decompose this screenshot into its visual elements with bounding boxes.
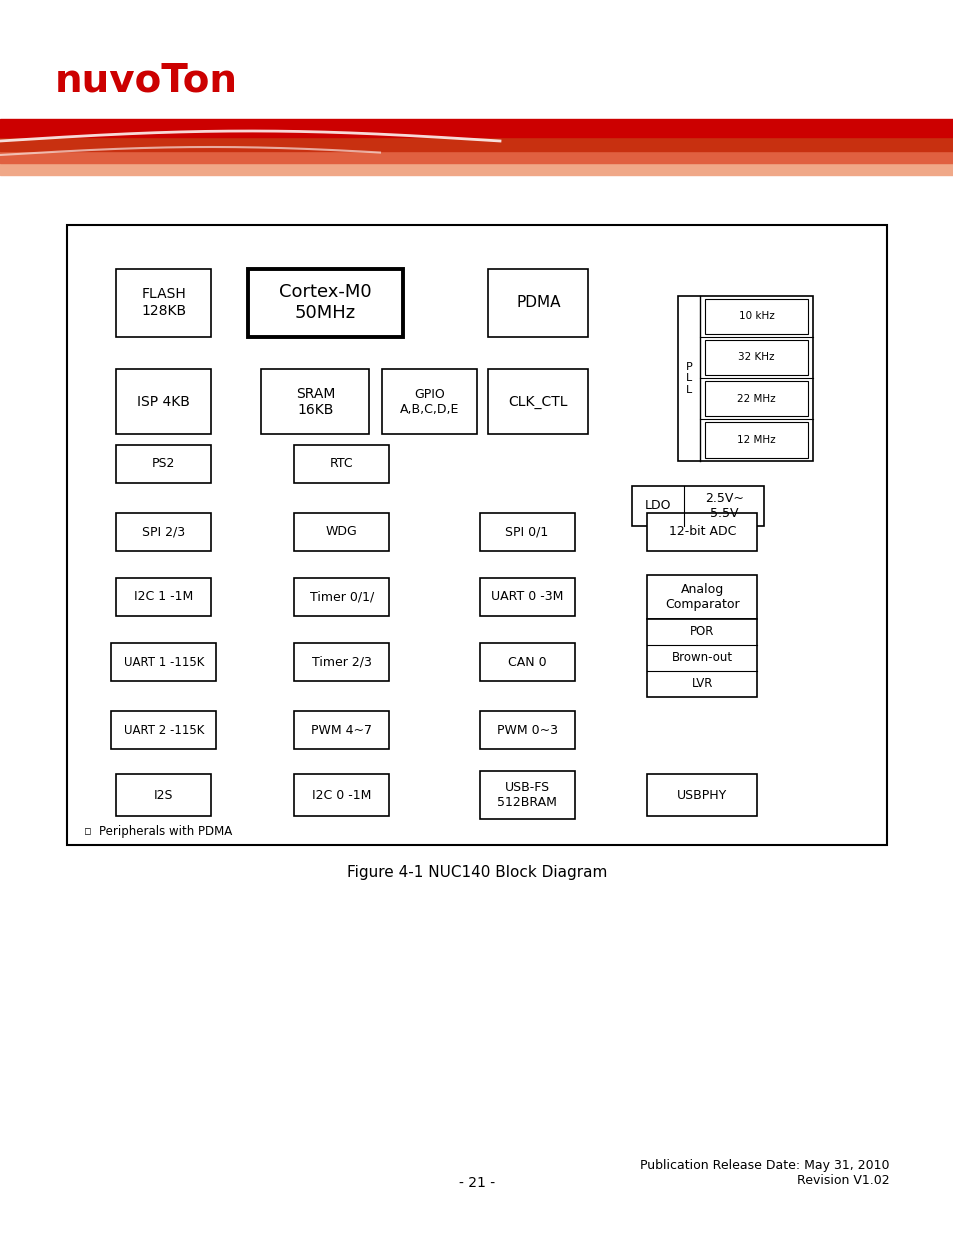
Text: FLASH
128KB: FLASH 128KB xyxy=(141,288,186,317)
Bar xyxy=(704,340,807,375)
Text: Publication Release Date: May 31, 2010
Revision V1.02: Publication Release Date: May 31, 2010 R… xyxy=(639,1158,889,1187)
Bar xyxy=(0,151,953,163)
Text: UART 2 -115K: UART 2 -115K xyxy=(124,724,204,737)
Bar xyxy=(647,619,757,697)
Bar xyxy=(116,268,211,336)
Text: I2C 0 -1M: I2C 0 -1M xyxy=(312,789,371,802)
Text: P
L
L: P L L xyxy=(685,362,692,395)
Text: Timer 2/3: Timer 2/3 xyxy=(312,656,372,668)
Text: Brown-out: Brown-out xyxy=(671,651,732,664)
Bar xyxy=(488,369,588,435)
Text: POR: POR xyxy=(690,625,714,638)
Bar xyxy=(647,774,757,816)
Bar xyxy=(261,369,369,435)
Text: SPI 0/1: SPI 0/1 xyxy=(505,525,548,538)
Bar xyxy=(479,643,574,680)
Text: RTC: RTC xyxy=(330,457,354,471)
Text: 10 kHz: 10 kHz xyxy=(738,311,774,321)
Text: PS2: PS2 xyxy=(152,457,175,471)
Bar xyxy=(704,382,807,416)
Text: ISP 4KB: ISP 4KB xyxy=(137,395,190,409)
Bar xyxy=(116,513,211,551)
Text: Timer 0/1/: Timer 0/1/ xyxy=(310,590,374,604)
Text: Peripherals with PDMA: Peripherals with PDMA xyxy=(99,825,232,837)
Text: UART 1 -115K: UART 1 -115K xyxy=(124,656,204,668)
Text: CLK_CTL: CLK_CTL xyxy=(508,395,568,409)
Bar xyxy=(294,774,389,816)
Text: PWM 0~3: PWM 0~3 xyxy=(496,724,557,737)
Text: nuvoTon: nuvoTon xyxy=(55,61,237,99)
Bar xyxy=(294,711,389,750)
Bar xyxy=(479,513,574,551)
Bar xyxy=(112,643,216,680)
Text: - 21 -: - 21 - xyxy=(458,1176,495,1191)
Bar xyxy=(488,268,588,336)
Text: PDMA: PDMA xyxy=(516,295,560,310)
Text: SRAM
16KB: SRAM 16KB xyxy=(295,387,335,416)
Text: LDO: LDO xyxy=(644,499,671,513)
Bar xyxy=(632,485,763,526)
Text: Cortex-M0
50MHz: Cortex-M0 50MHz xyxy=(278,283,372,322)
Text: USBPHY: USBPHY xyxy=(677,789,727,802)
Bar xyxy=(704,299,807,333)
Text: USB-FS
512BRAM: USB-FS 512BRAM xyxy=(497,782,557,809)
Text: 22 MHz: 22 MHz xyxy=(737,394,775,404)
Text: 12-bit ADC: 12-bit ADC xyxy=(668,525,736,538)
Bar xyxy=(294,513,389,551)
Text: I2C 1 -1M: I2C 1 -1M xyxy=(134,590,193,604)
Bar xyxy=(381,369,476,435)
Text: Analog
Comparator: Analog Comparator xyxy=(664,583,739,611)
Bar xyxy=(116,774,211,816)
Bar xyxy=(116,369,211,435)
Bar xyxy=(248,268,402,336)
Bar xyxy=(294,643,389,680)
Text: GPIO
A,B,C,D,E: GPIO A,B,C,D,E xyxy=(399,388,458,416)
Text: WDG: WDG xyxy=(326,525,357,538)
Text: 32 KHz: 32 KHz xyxy=(738,352,774,363)
Bar xyxy=(678,295,812,461)
Bar xyxy=(116,578,211,616)
Bar xyxy=(647,576,757,619)
Text: □: □ xyxy=(85,826,91,836)
Text: 2.5V~
5.5V: 2.5V~ 5.5V xyxy=(704,492,743,520)
Bar xyxy=(479,578,574,616)
Text: 12 MHz: 12 MHz xyxy=(737,435,775,445)
Bar xyxy=(0,137,953,151)
Bar xyxy=(294,445,389,483)
Bar xyxy=(116,445,211,483)
Text: I2S: I2S xyxy=(153,789,173,802)
Bar xyxy=(0,163,953,175)
Bar xyxy=(479,772,574,819)
Text: Figure 4-1 NUC140 Block Diagram: Figure 4-1 NUC140 Block Diagram xyxy=(347,866,606,881)
Text: UART 0 -3M: UART 0 -3M xyxy=(490,590,562,604)
Bar xyxy=(704,422,807,458)
Bar xyxy=(647,513,757,551)
Text: LVR: LVR xyxy=(691,677,713,690)
Bar xyxy=(0,119,953,137)
Text: CAN 0: CAN 0 xyxy=(507,656,546,668)
Bar xyxy=(479,711,574,750)
Bar xyxy=(67,225,886,845)
Bar xyxy=(112,711,216,750)
Text: SPI 2/3: SPI 2/3 xyxy=(142,525,185,538)
Bar xyxy=(294,578,389,616)
Text: PWM 4~7: PWM 4~7 xyxy=(311,724,372,737)
